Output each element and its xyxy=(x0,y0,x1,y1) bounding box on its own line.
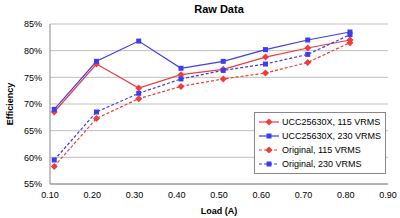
svg-text:60%: 60% xyxy=(24,153,42,163)
html-text:Raw Data: Raw Data xyxy=(194,3,244,15)
svg-text:65%: 65% xyxy=(24,126,42,136)
svg-text:0.30: 0.30 xyxy=(126,190,144,200)
svg-text:0.50: 0.50 xyxy=(210,190,228,200)
html-text:Original, 115 VRMS: Original, 115 VRMS xyxy=(281,145,361,155)
svg-text:0.20: 0.20 xyxy=(83,190,101,200)
svg-text:80%: 80% xyxy=(24,46,42,56)
svg-text:0.60: 0.60 xyxy=(252,190,270,200)
svg-text:0.10: 0.10 xyxy=(41,190,59,200)
html-text:UCC25630X, 230 VRMS: UCC25630X, 230 VRMS xyxy=(281,131,381,141)
svg-text:85%: 85% xyxy=(24,19,42,29)
svg-text:0.90: 0.90 xyxy=(379,190,392,200)
svg-text:55%: 55% xyxy=(24,179,42,189)
svg-text:Load (A): Load (A) xyxy=(201,206,238,216)
html-text:UCC25630X, 115 VRMS: UCC25630X, 115 VRMS xyxy=(281,117,381,127)
svg-text:70%: 70% xyxy=(24,99,42,109)
svg-text:0.70: 0.70 xyxy=(295,190,313,200)
html-text:Original, 230 VRMS: Original, 230 VRMS xyxy=(281,159,362,169)
html-text:Efficiency: Efficiency xyxy=(5,82,15,126)
svg-text:0.40: 0.40 xyxy=(168,190,186,200)
svg-text:0.80: 0.80 xyxy=(337,190,355,200)
svg-text:75%: 75% xyxy=(24,73,42,83)
